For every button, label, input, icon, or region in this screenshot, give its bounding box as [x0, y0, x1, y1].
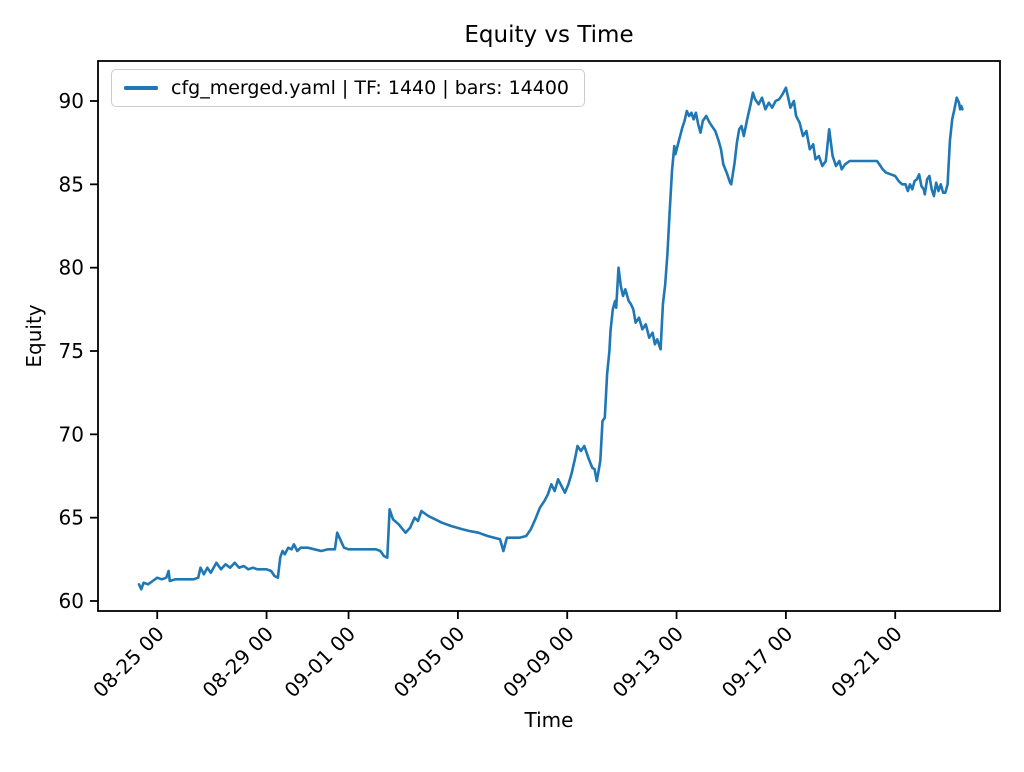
- legend: cfg_merged.yaml | TF: 1440 | bars: 14400: [111, 69, 586, 107]
- x-tick-label: 09-01 00: [280, 622, 361, 703]
- x-tick-label: 08-25 00: [88, 622, 169, 703]
- y-tick-label: 90: [59, 89, 84, 113]
- y-tick-label: 60: [59, 589, 84, 613]
- legend-line-icon: [124, 86, 158, 90]
- y-tick-label: 80: [59, 256, 84, 280]
- x-tick-label: 09-17 00: [717, 622, 798, 703]
- equity-line: [137, 86, 964, 591]
- legend-label: cfg_merged.yaml | TF: 1440 | bars: 14400: [171, 77, 570, 99]
- y-axis-label: Equity: [22, 304, 46, 368]
- x-tick-label: 09-05 00: [389, 622, 470, 703]
- chart-title: Equity vs Time: [464, 22, 634, 48]
- axes-frame: [97, 60, 1001, 612]
- y-tick-label: 70: [59, 422, 84, 446]
- y-tick-label: 65: [59, 506, 84, 530]
- x-axis-label: Time: [524, 708, 574, 732]
- y-tick-label: 85: [59, 172, 84, 196]
- y-tick-label: 75: [59, 339, 84, 363]
- x-tick-label: 09-13 00: [608, 622, 689, 703]
- x-tick-label: 08-29 00: [198, 622, 279, 703]
- x-tick-label: 09-09 00: [498, 622, 579, 703]
- x-tick-label: 09-21 00: [826, 622, 907, 703]
